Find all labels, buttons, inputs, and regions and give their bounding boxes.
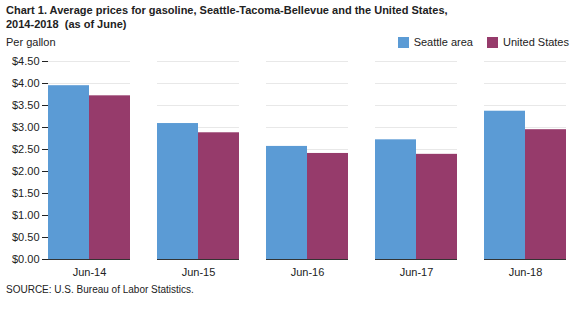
svg-text:$4.00: $4.00 bbox=[12, 77, 40, 89]
svg-text:$0.00: $0.00 bbox=[12, 253, 40, 265]
svg-text:$3.00: $3.00 bbox=[12, 121, 40, 133]
svg-text:$1.00: $1.00 bbox=[12, 209, 40, 221]
html-text:United States: United States bbox=[503, 36, 569, 48]
html-text:SOURCE: U.S. Bureau of Labor S: SOURCE: U.S. Bureau of Labor Statistics. bbox=[6, 284, 194, 295]
svg-text:Jun-17: Jun-17 bbox=[400, 266, 434, 278]
svg-text:Jun-14: Jun-14 bbox=[73, 266, 107, 278]
svg-text:Jun-16: Jun-16 bbox=[291, 266, 325, 278]
html-text:Chart 1. Average prices for ga: Chart 1. Average prices for gasoline, Se… bbox=[6, 4, 448, 30]
svg-text:$0.50: $0.50 bbox=[12, 231, 40, 243]
svg-text:$1.50: $1.50 bbox=[12, 187, 40, 199]
svg-text:Jun-15: Jun-15 bbox=[182, 266, 216, 278]
html-text:Seattle area: Seattle area bbox=[413, 36, 473, 48]
svg-text:$3.50: $3.50 bbox=[12, 99, 40, 111]
html-text:Per gallon: Per gallon bbox=[6, 36, 56, 48]
svg-text:$4.50: $4.50 bbox=[12, 55, 40, 67]
svg-text:$2.00: $2.00 bbox=[12, 165, 40, 177]
svg-text:$2.50: $2.50 bbox=[12, 143, 40, 155]
svg-text:Jun-18: Jun-18 bbox=[509, 266, 543, 278]
